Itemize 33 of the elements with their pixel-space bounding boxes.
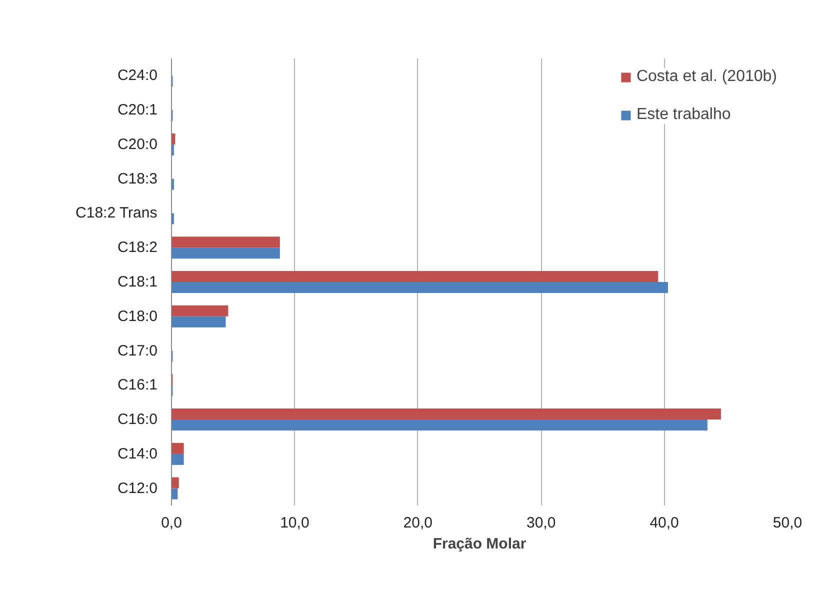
x-tick-label: 30,0 [526,514,556,532]
bar [172,316,226,328]
bar [172,477,179,488]
bar [172,236,280,248]
bar [172,248,280,259]
y-tick-label: C20:1 [117,102,158,119]
y-tick-label: C12:0 [117,480,158,497]
bar [172,408,721,420]
y-tick-label: C18:2 Trans [76,204,158,222]
y-tick-label: C14:0 [117,445,158,462]
legend-label: Este trabalho [636,106,731,124]
x-axis-title: Fração Molar [432,536,526,552]
x-tick-label: 10,0 [280,514,310,532]
x-tick-label: 20,0 [403,514,433,532]
y-tick-label: C16:1 [117,376,158,394]
bar [172,270,658,282]
y-tick-label: C24:0 [117,67,158,84]
y-tick-label: C18:0 [117,308,158,325]
bar [172,305,228,316]
y-tick-label: C20:0 [117,136,158,153]
x-tick-label: 40,0 [650,514,679,532]
x-tick-label: 0,0 [161,514,182,532]
bar [172,420,708,431]
x-tick-label: 50,0 [772,514,802,532]
bar [172,282,668,294]
y-tick-label: C16:0 [117,411,158,428]
y-tick-label: C17:0 [117,342,158,360]
y-tick-label: C18:2 [117,239,158,256]
y-tick-label: C18:3 [117,170,158,188]
legend-label: Costa et al. (2010b) [636,68,777,86]
y-tick-label: C18:1 [117,274,158,290]
bar [172,454,184,465]
bar [172,442,184,454]
